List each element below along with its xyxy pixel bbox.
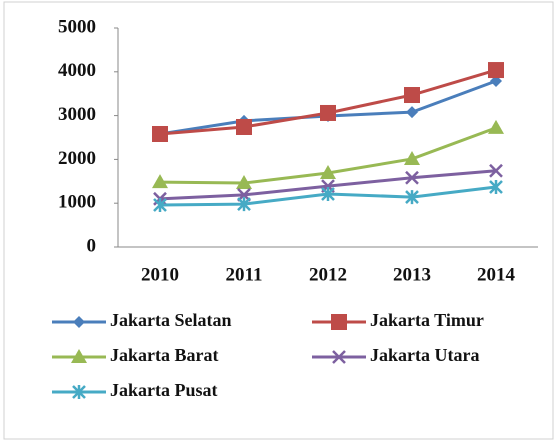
point-marker [152,125,168,142]
point-marker [489,179,503,194]
point-marker [488,119,504,134]
x-tick-label: 2014 [477,264,516,285]
point-marker [405,190,419,205]
series-line [159,68,497,136]
point-marker [404,150,420,165]
legend-label: Jakarta Pusat [110,380,218,400]
x-tick-label: 2012 [309,264,347,285]
point-marker [404,87,420,104]
x-tick-label: 2013 [393,264,431,285]
y-tick-label: 0 [87,235,97,256]
point-marker [406,106,418,119]
point-marker [320,104,336,121]
point-marker [405,170,419,185]
y-tick-label: 4000 [58,60,96,81]
legend-label: Jakarta Selatan [110,310,232,330]
x-tick-label: 2010 [141,264,179,285]
point-marker [488,62,504,79]
point-marker [321,187,335,202]
point-marker [152,174,168,189]
point-marker [489,163,503,178]
point-marker [236,175,252,190]
point-marker [153,197,167,212]
legend-label: Jakarta Timur [370,310,484,330]
x-tick-label: 2011 [226,264,263,285]
legend-marker [332,350,346,364]
legend-marker [331,314,347,330]
y-tick-label: 2000 [58,148,96,169]
chart-border [3,1,554,440]
point-marker [320,164,336,179]
legend-label: Jakarta Barat [110,345,218,365]
point-marker [237,197,251,212]
legend-marker [72,385,86,399]
point-marker [236,118,252,135]
y-tick-label: 3000 [58,104,96,125]
y-tick-label: 5000 [58,16,96,37]
legend-marker [73,316,85,328]
y-tick-label: 1000 [58,192,96,213]
legend-label: Jakarta Utara [370,345,479,365]
legend-marker [71,349,87,363]
